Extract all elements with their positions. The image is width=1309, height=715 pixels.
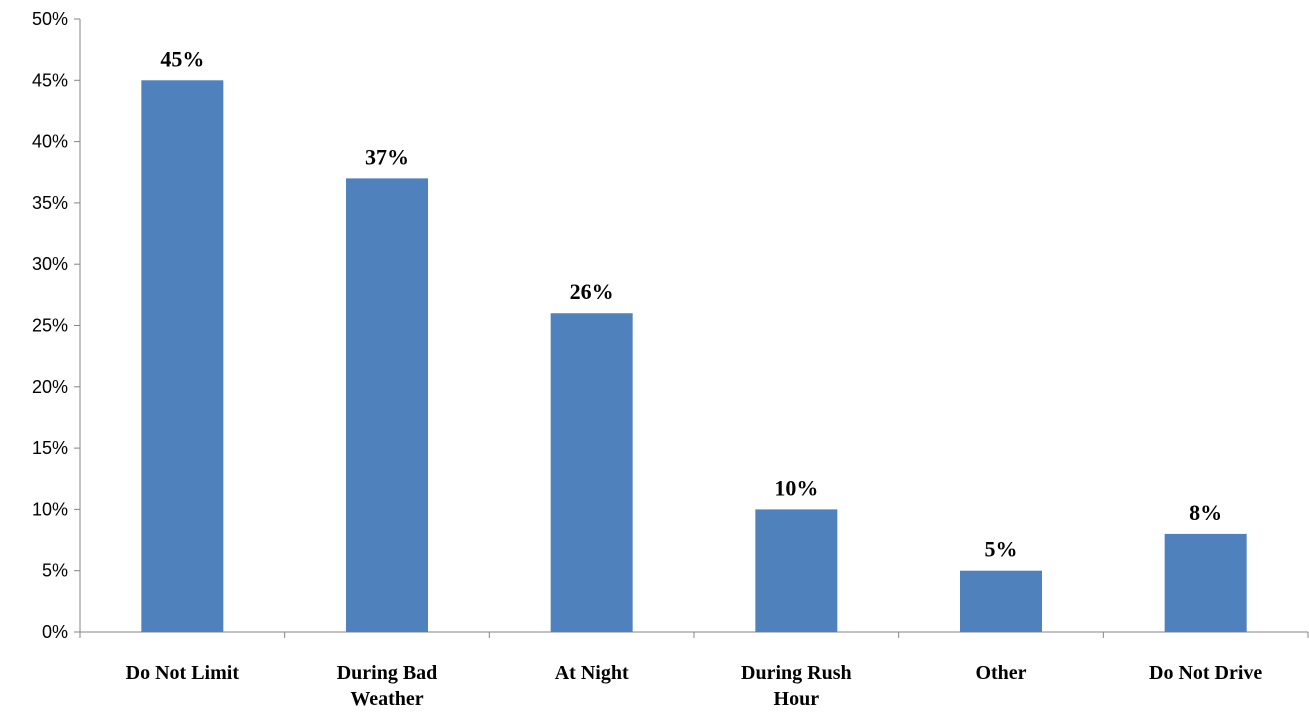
bar-value-label: 26% xyxy=(570,279,614,304)
y-axis: 0% 5% 10% 15% 20% 25% 30% 35% 40% 45% 50% xyxy=(32,9,80,642)
category-label: Weather xyxy=(350,688,423,710)
category-label: At Night xyxy=(555,662,629,684)
y-tick-label: 15% xyxy=(32,438,68,458)
y-tick-label: 50% xyxy=(32,9,68,29)
bar-value-label: 5% xyxy=(985,537,1018,562)
data-labels: 45% 37% 26% 10% 5% 8% xyxy=(160,46,1222,561)
bar-value-label: 8% xyxy=(1189,500,1222,525)
y-tick-label: 0% xyxy=(42,622,68,642)
category-label: During Bad xyxy=(337,662,438,684)
y-tick-label: 45% xyxy=(32,70,68,90)
y-tick-label: 20% xyxy=(32,377,68,397)
bar-value-label: 10% xyxy=(774,475,818,500)
y-tick-label: 35% xyxy=(32,193,68,213)
y-tick-label: 40% xyxy=(32,132,68,152)
x-axis xyxy=(80,632,1308,638)
bar xyxy=(755,509,837,632)
bar xyxy=(141,80,223,632)
category-label: Hour xyxy=(774,688,820,710)
bars xyxy=(141,80,1246,632)
bar xyxy=(1165,534,1247,632)
bar-value-label: 37% xyxy=(365,144,409,169)
category-label: Do Not Limit xyxy=(126,662,240,684)
y-tick-label: 5% xyxy=(42,561,68,581)
bar xyxy=(346,178,428,632)
bar xyxy=(551,313,633,632)
category-label: Do Not Drive xyxy=(1149,662,1262,684)
category-label: Other xyxy=(975,662,1026,684)
y-tick-label: 10% xyxy=(32,499,68,519)
bar-value-label: 45% xyxy=(160,46,204,71)
bar xyxy=(960,571,1042,632)
category-labels: Do Not Limit During Bad Weather At Night Dur… xyxy=(126,662,1263,710)
y-tick-label: 25% xyxy=(32,316,68,336)
y-tick-label: 30% xyxy=(32,254,68,274)
category-label: During Rush xyxy=(741,662,852,684)
